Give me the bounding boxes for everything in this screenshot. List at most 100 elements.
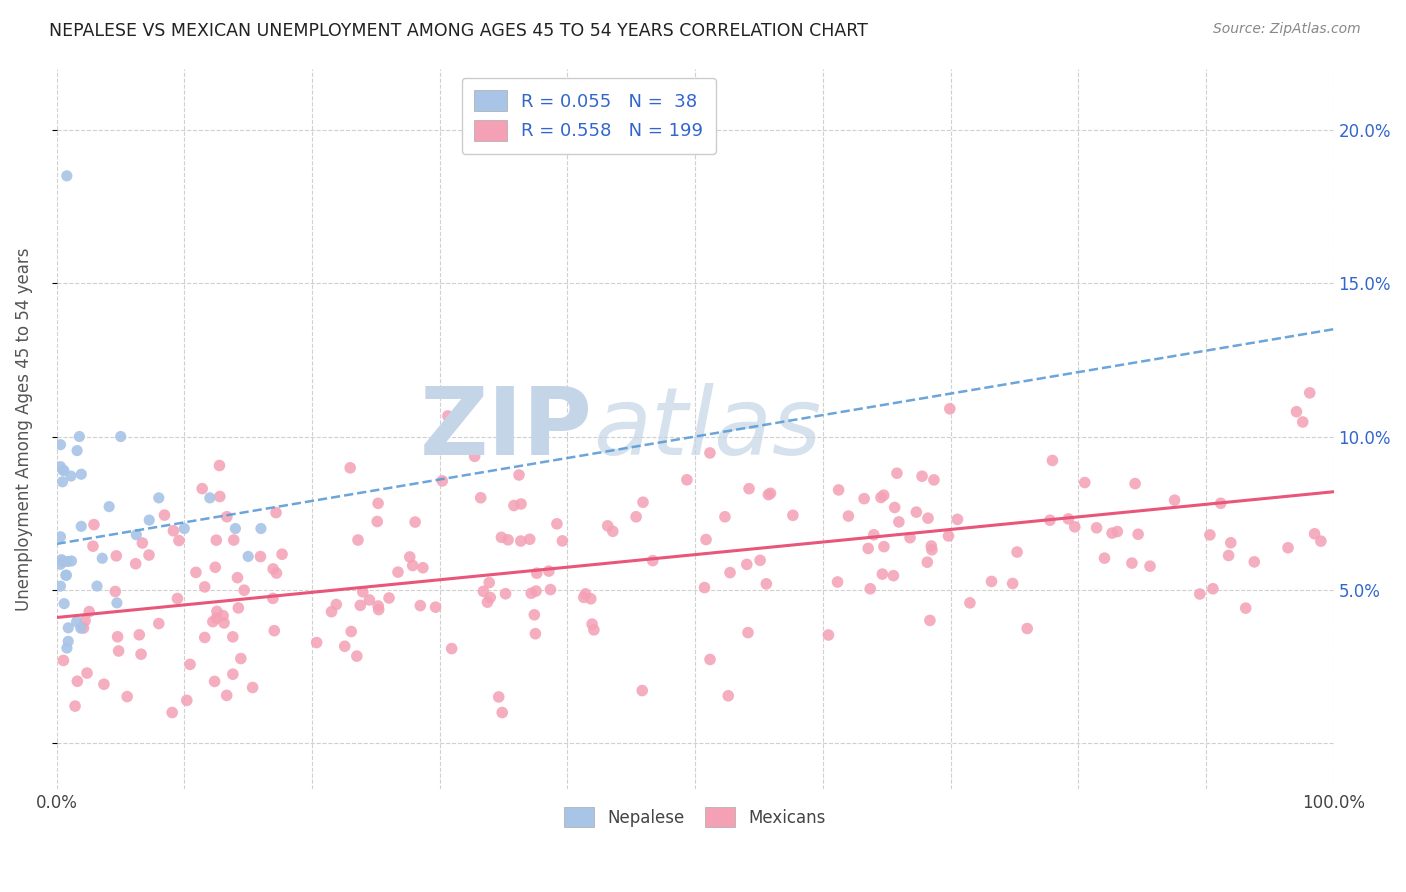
- Point: [1219, 535, 1241, 549]
- Point: [917, 555, 939, 569]
- Point: [262, 591, 284, 606]
- Point: [83, 517, 105, 532]
- Point: [208, 490, 231, 504]
- Point: [398, 549, 420, 564]
- Point: [572, 591, 595, 605]
- Point: [1199, 528, 1222, 542]
- Point: [837, 509, 859, 524]
- Point: [827, 483, 849, 497]
- Point: [905, 505, 928, 519]
- Point: [574, 587, 596, 601]
- Point: [1188, 587, 1211, 601]
- Point: [959, 596, 981, 610]
- Point: [271, 547, 294, 561]
- Point: [596, 518, 619, 533]
- Point: [503, 499, 526, 513]
- Point: [540, 582, 562, 597]
- Point: [115, 690, 138, 704]
- Point: [759, 486, 782, 500]
- Point: [66, 674, 89, 689]
- Point: [212, 615, 235, 630]
- Point: [107, 630, 129, 644]
- Point: [56, 554, 79, 568]
- Point: [1202, 582, 1225, 596]
- Point: [1057, 512, 1080, 526]
- Point: [920, 539, 942, 553]
- Point: [104, 584, 127, 599]
- Point: [1005, 545, 1028, 559]
- Point: [215, 689, 238, 703]
- Point: [204, 560, 226, 574]
- Point: [519, 533, 541, 547]
- Point: [226, 571, 249, 585]
- Point: [198, 491, 221, 505]
- Point: [52, 463, 75, 477]
- Point: [105, 596, 128, 610]
- Point: [758, 488, 780, 502]
- Point: [464, 450, 486, 464]
- Point: [1101, 526, 1123, 541]
- Point: [432, 474, 454, 488]
- Point: [1303, 526, 1326, 541]
- Point: [546, 516, 568, 531]
- Point: [378, 591, 401, 605]
- Point: [208, 458, 231, 473]
- Point: [1085, 521, 1108, 535]
- Point: [352, 584, 374, 599]
- Point: [148, 616, 170, 631]
- Point: [495, 587, 517, 601]
- Point: [77, 605, 100, 619]
- Point: [367, 599, 389, 613]
- Point: [479, 591, 502, 605]
- Point: [233, 583, 256, 598]
- Point: [631, 495, 654, 509]
- Point: [1234, 601, 1257, 615]
- Point: [524, 584, 547, 599]
- Point: [51, 552, 73, 566]
- Point: [176, 693, 198, 707]
- Point: [125, 527, 148, 541]
- Point: [938, 529, 960, 543]
- Point: [76, 666, 98, 681]
- Point: [70, 467, 93, 482]
- Point: [886, 467, 908, 481]
- Point: [738, 482, 761, 496]
- Point: [918, 614, 941, 628]
- Point: [215, 509, 238, 524]
- Point: [1139, 559, 1161, 574]
- Point: [346, 649, 368, 664]
- Point: [53, 597, 76, 611]
- Text: NEPALESE VS MEXICAN UNEMPLOYMENT AMONG AGES 45 TO 54 YEARS CORRELATION CHART: NEPALESE VS MEXICAN UNEMPLOYMENT AMONG A…: [49, 22, 868, 40]
- Point: [717, 689, 740, 703]
- Point: [676, 473, 699, 487]
- Point: [52, 555, 75, 569]
- Point: [347, 533, 370, 547]
- Point: [59, 469, 82, 483]
- Point: [66, 443, 89, 458]
- Point: [173, 522, 195, 536]
- Point: [160, 706, 183, 720]
- Point: [579, 591, 602, 606]
- Point: [946, 512, 969, 526]
- Point: [194, 580, 217, 594]
- Point: [470, 491, 492, 505]
- Point: [509, 534, 531, 549]
- Point: [1218, 549, 1240, 563]
- Legend: Nepalese, Mexicans: Nepalese, Mexicans: [557, 799, 834, 835]
- Point: [922, 473, 945, 487]
- Point: [872, 567, 894, 582]
- Text: Source: ZipAtlas.com: Source: ZipAtlas.com: [1213, 22, 1361, 37]
- Point: [91, 551, 114, 566]
- Point: [782, 508, 804, 523]
- Point: [75, 614, 97, 628]
- Point: [921, 542, 943, 557]
- Point: [693, 581, 716, 595]
- Point: [737, 625, 759, 640]
- Point: [56, 169, 79, 183]
- Point: [1126, 527, 1149, 541]
- Point: [873, 488, 896, 502]
- Point: [1039, 513, 1062, 527]
- Point: [478, 575, 501, 590]
- Point: [641, 554, 664, 568]
- Point: [472, 584, 495, 599]
